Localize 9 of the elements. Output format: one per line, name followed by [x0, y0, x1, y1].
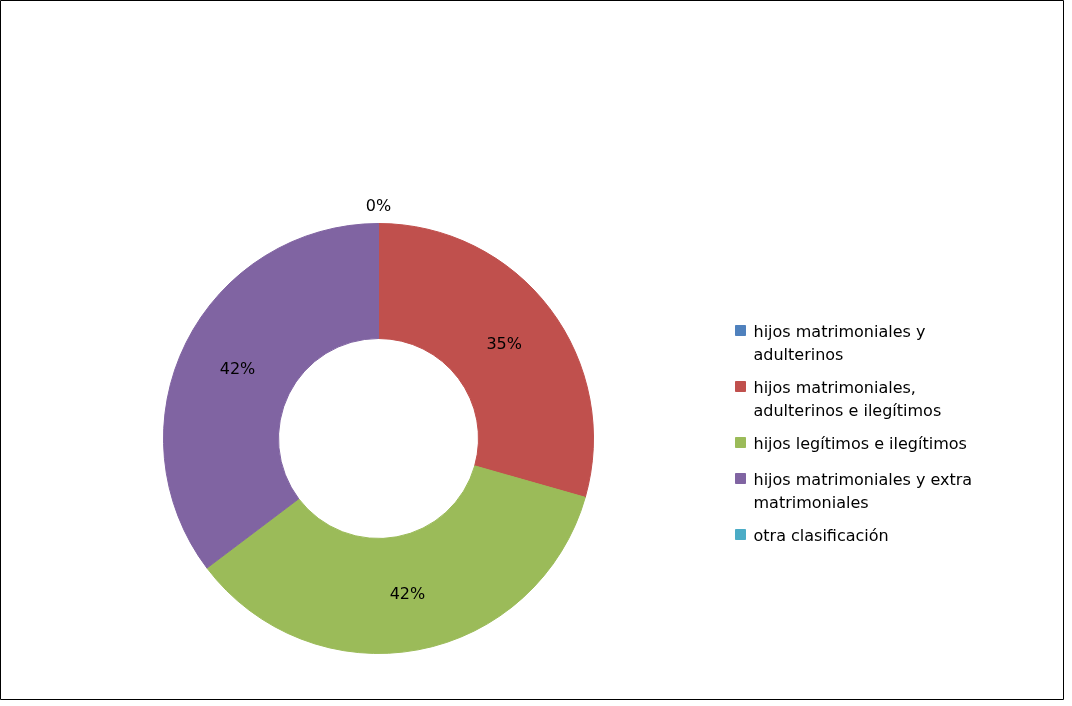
legend-label: hijos matrimoniales, adulterinos e ilegítimos: [753, 377, 942, 421]
legend-label: otra clasificación: [753, 525, 889, 545]
legend-label: hijos matrimoniales y extra matrimoniales: [753, 469, 973, 513]
data-label: 42%: [389, 583, 426, 603]
legend-label: hijos matrimoniales y adulterinos: [753, 321, 926, 365]
legend-label: hijos legítimos e ilegítimos: [753, 433, 967, 453]
data-label: 42%: [219, 358, 256, 378]
data-label: 35%: [486, 334, 522, 354]
text: 0%: [365, 196, 392, 215]
